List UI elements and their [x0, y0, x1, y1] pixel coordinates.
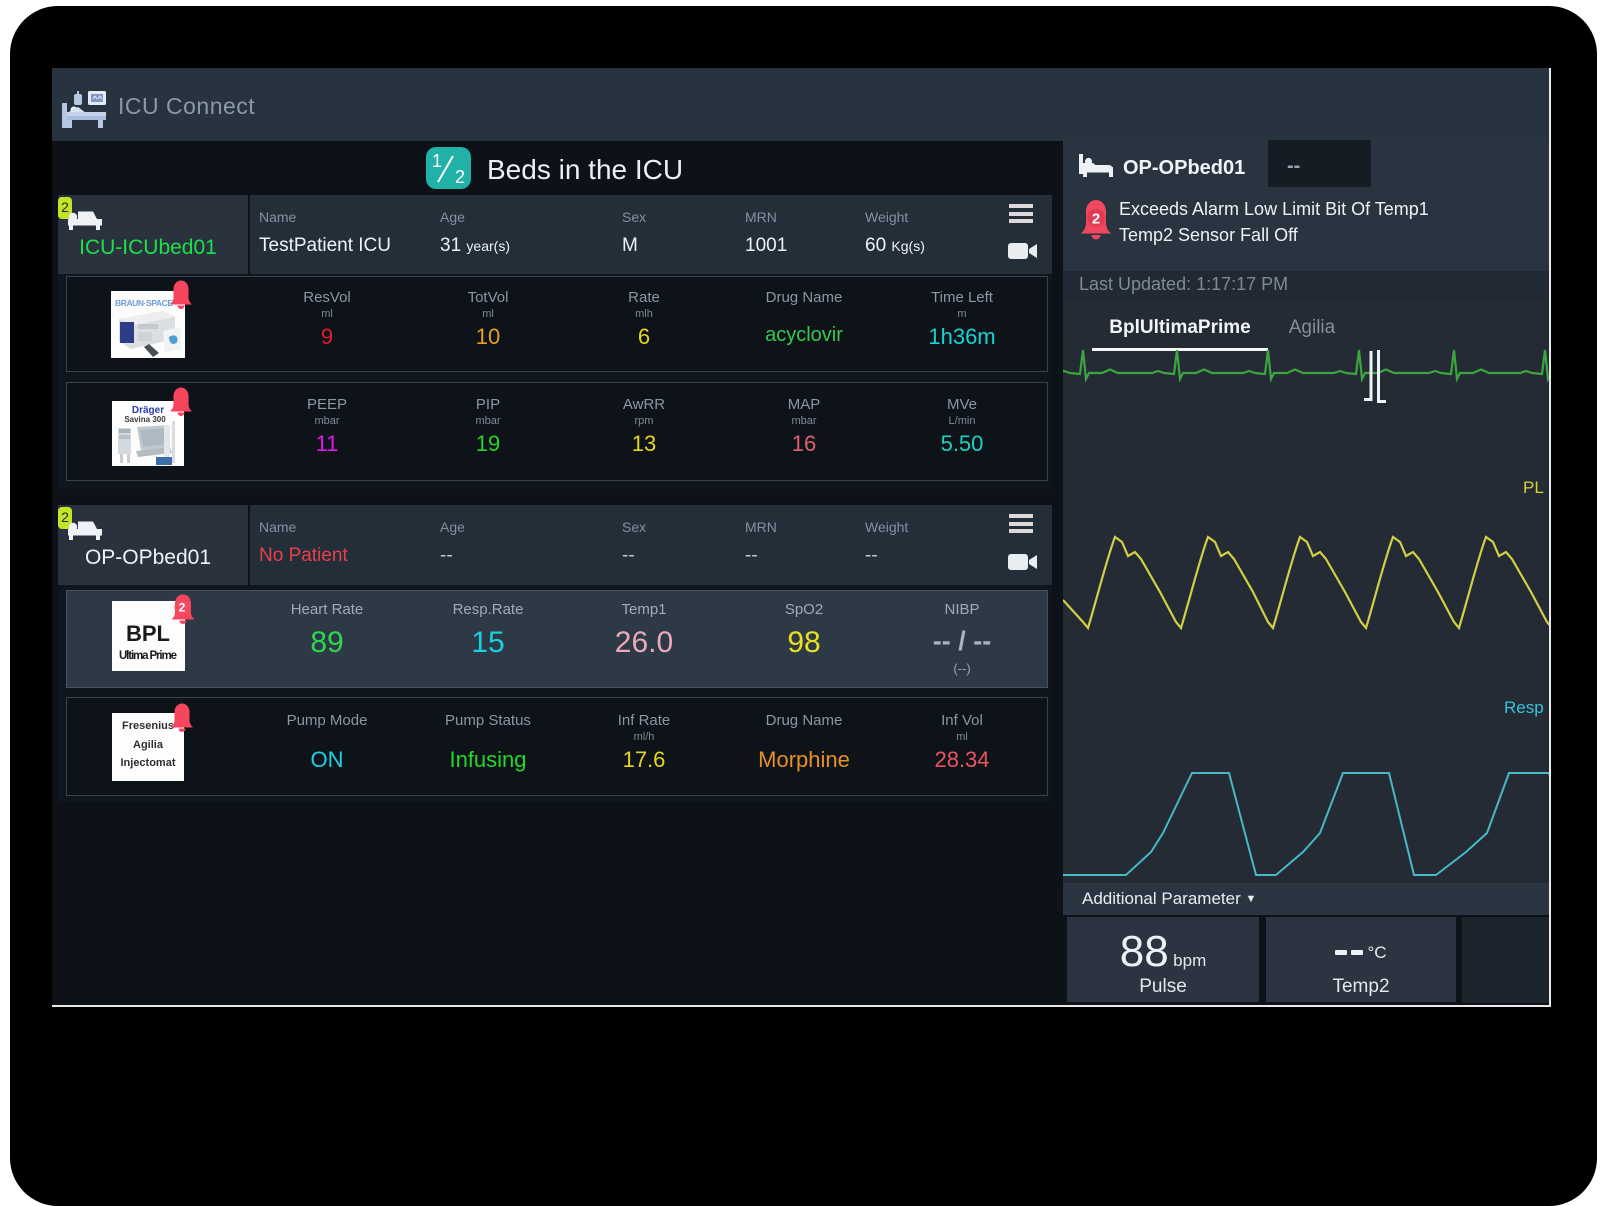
svg-text:Injectomat: Injectomat	[120, 757, 175, 769]
svg-text:1: 1	[432, 151, 442, 171]
svg-text:Agilia: Agilia	[133, 739, 164, 751]
svg-text:PL: PL	[1523, 478, 1544, 497]
svg-text:Savina 300: Savina 300	[124, 415, 166, 424]
svg-text:Resp: Resp	[1504, 698, 1544, 717]
svg-text:2: 2	[455, 167, 465, 187]
svg-text:Fresenius: Fresenius	[122, 720, 174, 732]
svg-text:2: 2	[1092, 211, 1100, 228]
svg-text:Ultima Prime: Ultima Prime	[119, 650, 177, 662]
svg-text:Dräger: Dräger	[132, 405, 164, 416]
svg-text:2: 2	[179, 601, 186, 615]
svg-text:BRAUN·SPACE: BRAUN·SPACE	[115, 298, 173, 308]
svg-text:BPL: BPL	[126, 621, 170, 646]
